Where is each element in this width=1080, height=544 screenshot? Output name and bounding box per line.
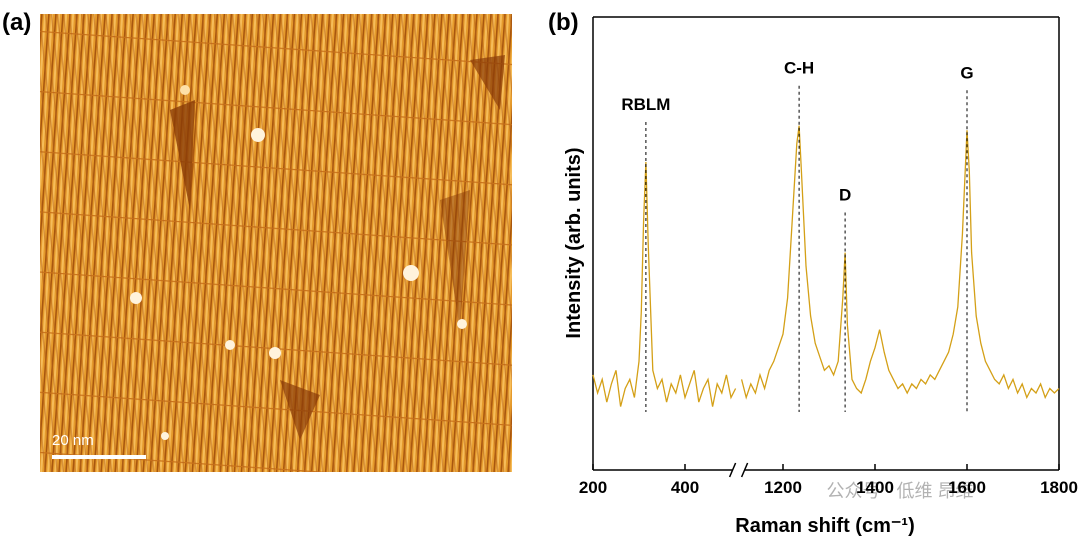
peak-label: G xyxy=(960,63,973,82)
axis-break xyxy=(728,462,737,478)
panel-label: (a) xyxy=(2,9,31,36)
x-tick-label: 1800 xyxy=(1040,478,1078,497)
y-axis-label: Intensity (arb. units) xyxy=(563,147,585,338)
x-tick-label: 1600 xyxy=(948,478,986,497)
peak-label: RBLM xyxy=(621,95,670,114)
x-tick-label: 200 xyxy=(579,478,607,497)
x-tick-label: 1400 xyxy=(856,478,894,497)
peak-label: C-H xyxy=(784,59,814,78)
panel-label: (b) xyxy=(548,9,579,36)
x-tick-label: 1200 xyxy=(764,478,802,497)
afm-image: 20 nm xyxy=(40,14,512,472)
peak-label: D xyxy=(839,186,851,205)
watermark: 公众号 · 低维 昂维 xyxy=(827,481,974,501)
x-axis-label: Raman shift (cm⁻¹) xyxy=(735,515,914,537)
x-tick-label: 400 xyxy=(671,478,699,497)
scale-bar-label: 20 nm xyxy=(52,432,94,449)
axis-break xyxy=(740,462,749,478)
spectrum-line xyxy=(592,125,1060,407)
